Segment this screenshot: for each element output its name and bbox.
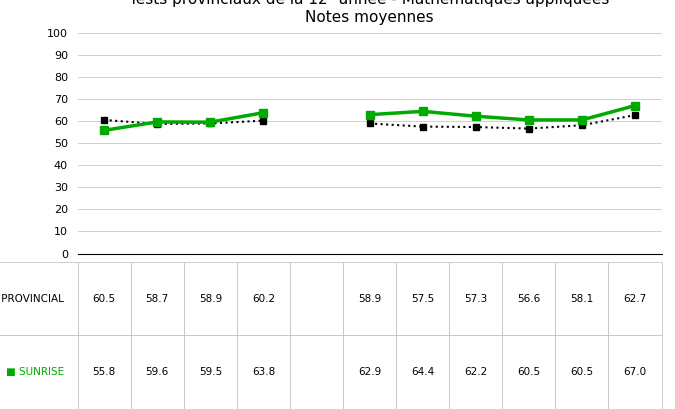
TAUX PROVINCIAL: [100, 117, 108, 122]
SUNRISE: [153, 119, 161, 124]
Title: Tests provinciaux de la 12ᵉ année - Mathématiques appliquées
Notes moyennes: Tests provinciaux de la 12ᵉ année - Math…: [130, 0, 610, 25]
TAUX PROVINCIAL: [259, 118, 267, 123]
SUNRISE: [100, 128, 108, 133]
TAUX PROVINCIAL: [153, 121, 161, 126]
SUNRISE: [207, 120, 215, 125]
TAUX PROVINCIAL: [207, 121, 215, 126]
SUNRISE: [259, 110, 267, 115]
Line: TAUX PROVINCIAL: TAUX PROVINCIAL: [101, 117, 266, 127]
Line: SUNRISE: SUNRISE: [100, 108, 267, 135]
